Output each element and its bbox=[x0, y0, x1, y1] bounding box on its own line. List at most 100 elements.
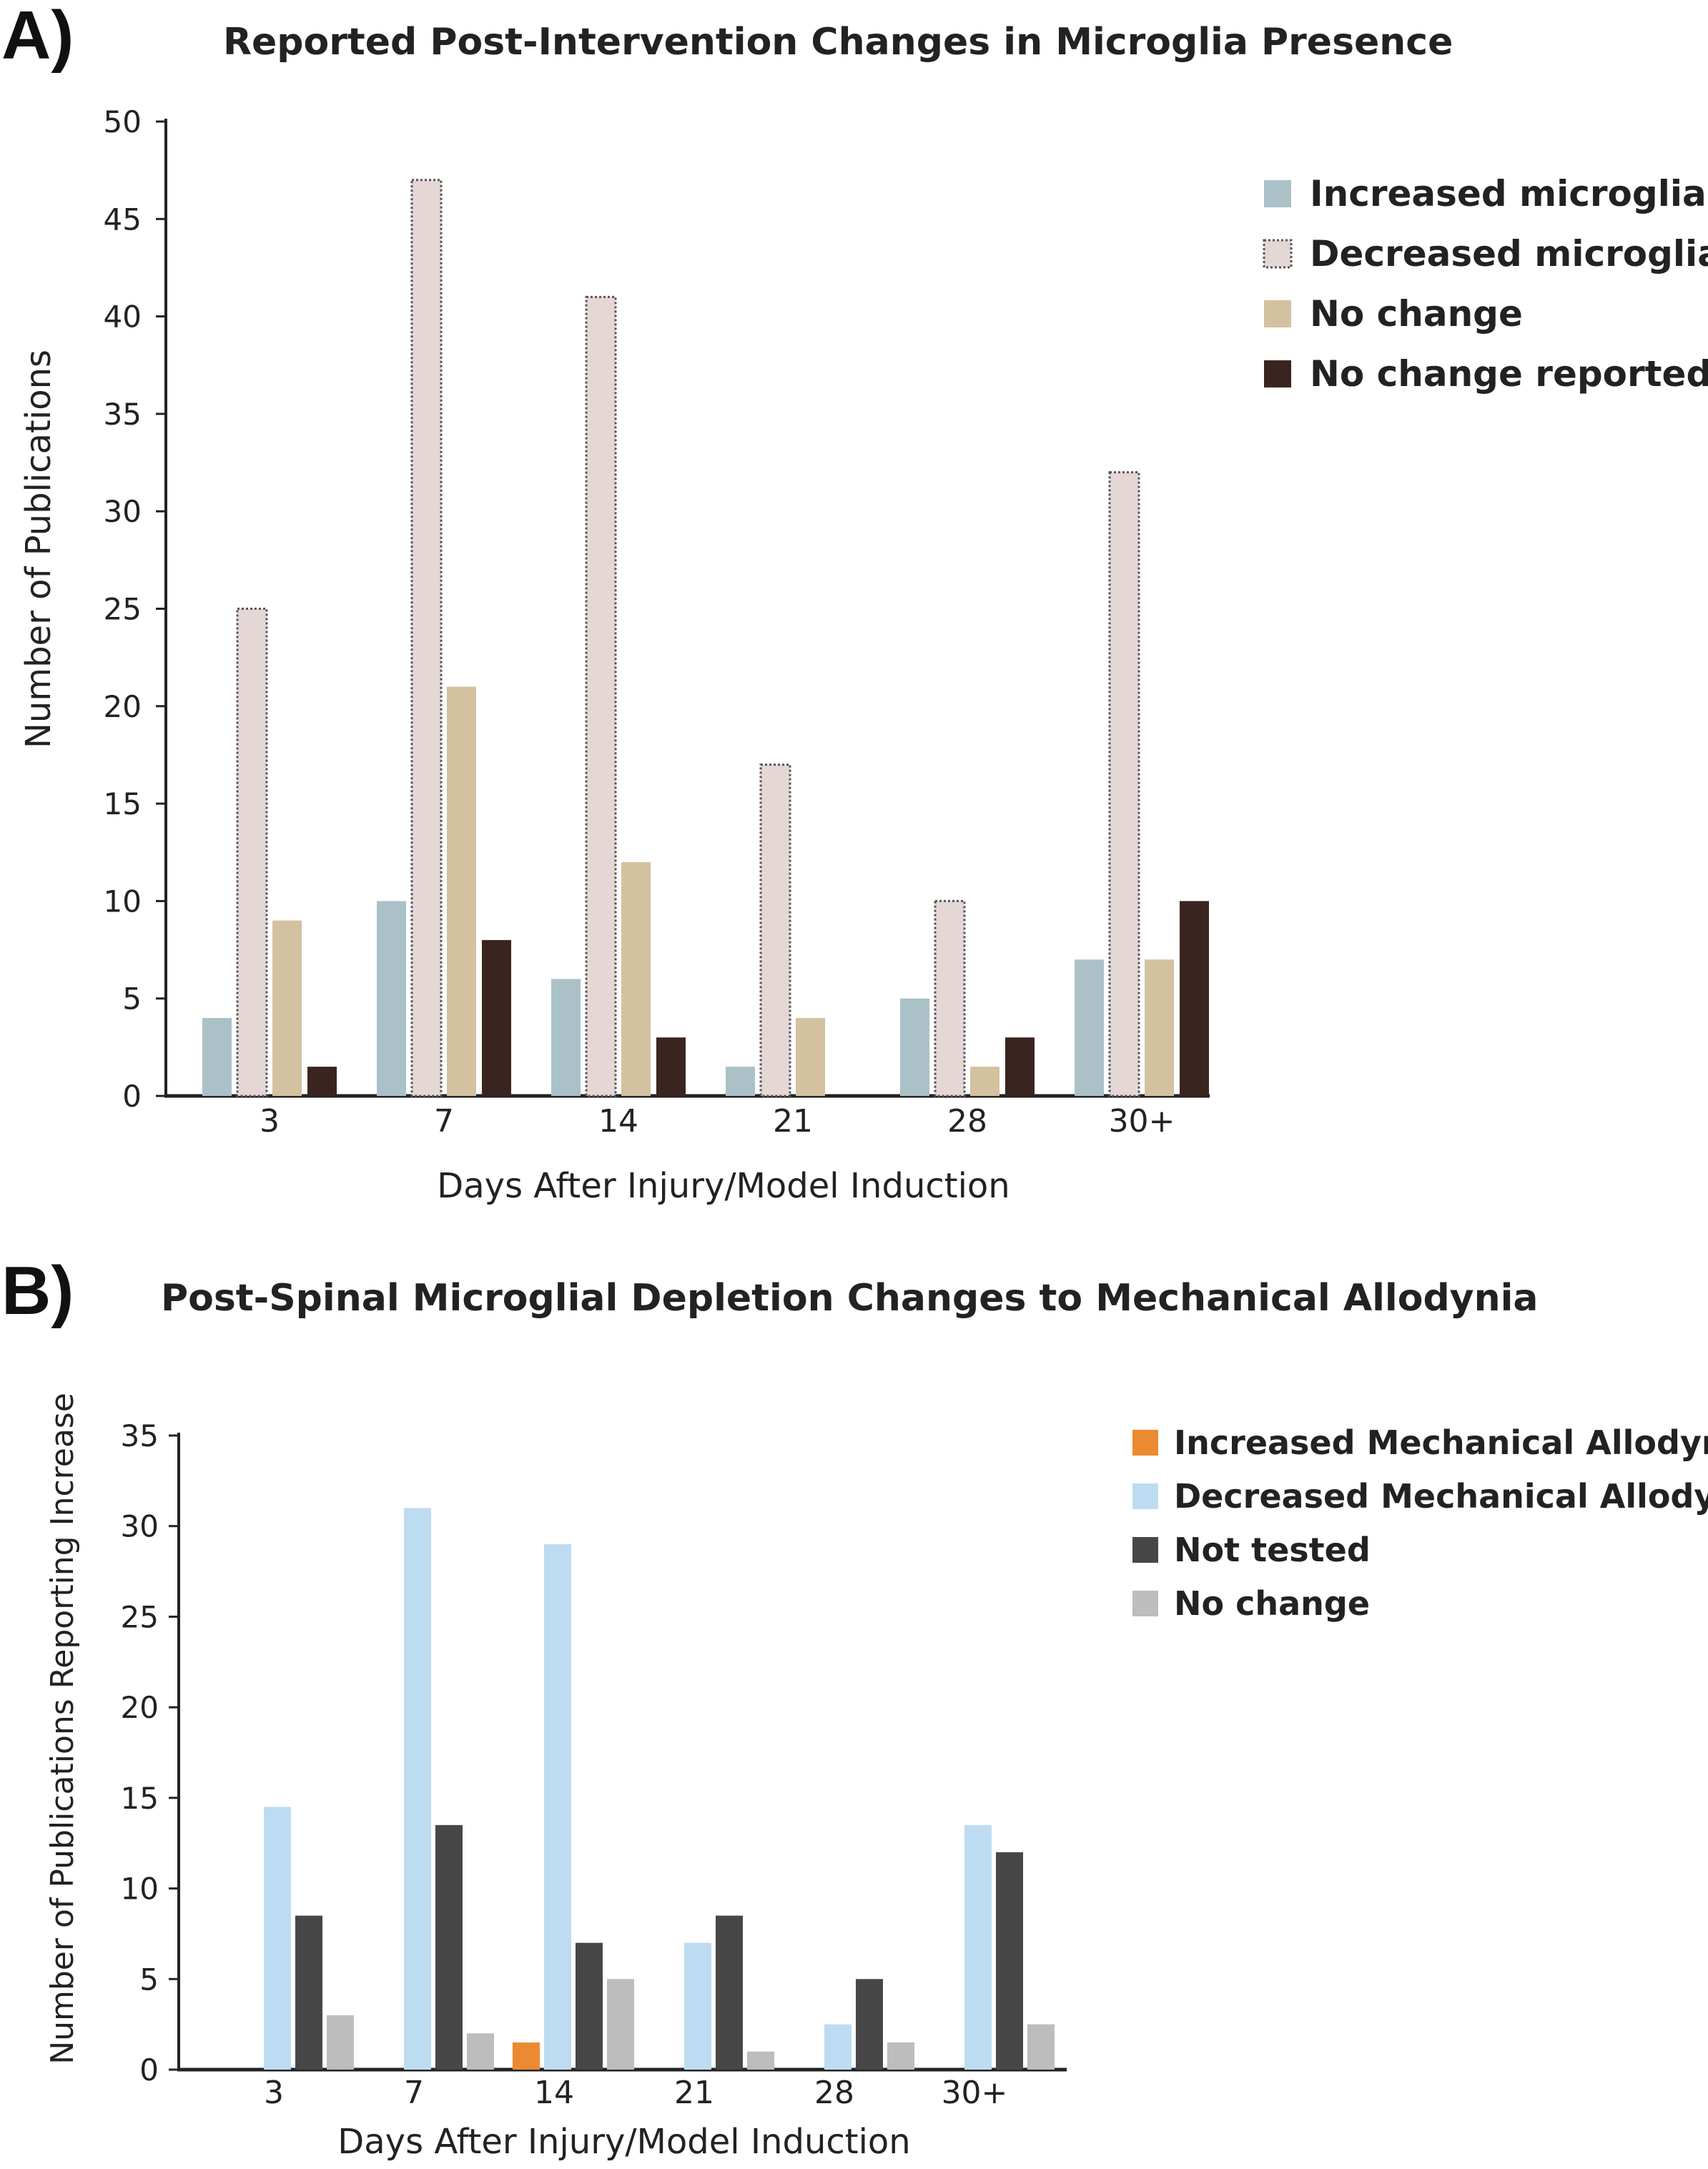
panel-b-bar-increased-mechanical-allodynia-14 bbox=[513, 2042, 540, 2070]
panel-b-bar-not-tested-14 bbox=[576, 1942, 603, 2070]
panel-b-y-tick-label-15: 15 bbox=[121, 1781, 159, 1816]
panel-a-y-tick-label-35: 35 bbox=[104, 397, 142, 432]
panel-a-legend-swatch-increased-microglia bbox=[1264, 180, 1291, 207]
panel-b-legend-swatch-decreased-mechanical-allodynia bbox=[1132, 1483, 1158, 1509]
panel-b-bar-not-tested-30plus bbox=[996, 1852, 1023, 2070]
panel-a-legend-label-increased-microglia: Increased microglia bbox=[1310, 173, 1707, 214]
panel-a-bar-no-change-3 bbox=[272, 920, 302, 1096]
panel-a-bar-no-change-30plus bbox=[1145, 959, 1174, 1096]
panel-a-x-tick-label-14: 14 bbox=[598, 1103, 638, 1140]
panel-b-y-tick-label-25: 25 bbox=[121, 1599, 159, 1634]
panel-a-bar-decreased-microglia-28 bbox=[934, 899, 966, 1097]
panel-a-x-tick-label-28: 28 bbox=[947, 1103, 987, 1140]
panel-a-bar-decreased-microglia-21 bbox=[759, 764, 791, 1097]
panel-a-letter: A) bbox=[1, 0, 74, 74]
panel-a-y-tick-label-20: 20 bbox=[104, 689, 142, 724]
panel-b-x-tick-label-28: 28 bbox=[814, 2075, 854, 2111]
panel-b-y-tick-label-10: 10 bbox=[121, 1872, 159, 1907]
panel-a-y-tick-label-10: 10 bbox=[104, 884, 142, 919]
panel-a-y-tick-label-5: 5 bbox=[122, 982, 142, 1017]
panel-a: A) Reported Post-Intervention Changes in… bbox=[1, 0, 1708, 1206]
panel-b-bar-no-change-28 bbox=[887, 2042, 914, 2070]
panel-b-y-tick-label-30: 30 bbox=[121, 1509, 159, 1544]
panel-a-legend-label-no-change-reported: No change reported bbox=[1310, 353, 1708, 395]
panel-a-bar-increased-microglia-14 bbox=[551, 979, 581, 1096]
panel-b-y-tick-label-5: 5 bbox=[139, 1962, 159, 1997]
panel-a-bar-decreased-microglia-7 bbox=[410, 179, 443, 1097]
panel-b-y-tick-label-0: 0 bbox=[139, 2052, 159, 2088]
panel-a-x-tick-label-7: 7 bbox=[434, 1103, 454, 1140]
panel-b-bar-decreased-mechanical-allodynia-30plus bbox=[964, 1824, 992, 2070]
panel-b-bar-decreased-mechanical-allodynia-21 bbox=[684, 1942, 711, 2070]
panel-a-x-axis-title: Days After Injury/Model Induction bbox=[437, 1166, 1010, 1206]
panel-b-x-tick-label-14: 14 bbox=[534, 2075, 574, 2111]
panel-a-bar-no-change-28 bbox=[970, 1067, 999, 1096]
panel-b-bar-no-change-3 bbox=[327, 2015, 354, 2070]
panel-b-axes: 0 5 10 15 20 25 30 35 3 7 14 21 28 30+ bbox=[121, 1418, 1067, 2111]
panel-a-x-tick-label-3: 3 bbox=[260, 1103, 280, 1140]
panel-a-bar-increased-microglia-30plus bbox=[1075, 959, 1104, 1096]
panel-b-y-axis-title: Number of Publications Reporting Increas… bbox=[44, 1393, 81, 2065]
panel-b-bar-no-change-7 bbox=[467, 2033, 494, 2070]
panel-a-bar-no-change-reported-14 bbox=[656, 1037, 686, 1096]
panel-b-y-tick-label-35: 35 bbox=[121, 1418, 159, 1453]
panel-b: B) Post-Spinal Microglial Depletion Chan… bbox=[1, 1253, 1708, 2162]
panel-b-legend-label-increased-mechanical-allodynia: Increased Mechanical Allodynia bbox=[1174, 1423, 1708, 1462]
panel-a-bar-decreased-microglia-3 bbox=[236, 608, 268, 1097]
panel-a-legend-label-decreased-microglia: Decreased microglia bbox=[1310, 233, 1708, 275]
panel-b-legend-label-decreased-mechanical-allodynia: Decreased Mechanical Allodynia bbox=[1174, 1477, 1708, 1516]
panel-b-legend-swatch-no-change bbox=[1132, 1591, 1158, 1616]
panel-b-x-tick-label-7: 7 bbox=[404, 2075, 424, 2111]
panel-a-legend-swatch-decreased-microglia bbox=[1263, 239, 1293, 269]
panel-b-legend-swatch-not-tested bbox=[1132, 1537, 1158, 1563]
panel-a-bar-no-change-21 bbox=[796, 1017, 825, 1096]
panel-a-y-tick-label-25: 25 bbox=[104, 592, 142, 627]
panel-a-legend-swatch-no-change-reported bbox=[1264, 360, 1291, 387]
panel-b-letter: B) bbox=[1, 1253, 74, 1329]
panel-a-bar-decreased-microglia-30plus bbox=[1108, 471, 1140, 1097]
panel-b-legend-label-not-tested: Not tested bbox=[1174, 1531, 1371, 1569]
panel-b-title: Post-Spinal Microglial Depletion Changes… bbox=[161, 1277, 1539, 1320]
panel-a-title: Reported Post-Intervention Changes in Mi… bbox=[223, 21, 1453, 64]
panel-b-bar-not-tested-3 bbox=[295, 1915, 322, 2070]
panel-a-legend: Increased microglia Decreased microglia No… bbox=[1263, 173, 1708, 395]
panel-a-bar-increased-microglia-3 bbox=[202, 1017, 232, 1096]
panel-a-y-tick-label-30: 30 bbox=[104, 494, 142, 529]
panel-b-bar-not-tested-28 bbox=[856, 1979, 883, 2070]
panel-a-bar-decreased-microglia-14 bbox=[585, 295, 617, 1097]
panel-b-x-tick-label-3: 3 bbox=[264, 2075, 284, 2111]
panel-a-bar-increased-microglia-7 bbox=[377, 901, 406, 1096]
panel-a-bar-no-change-reported-7 bbox=[482, 939, 511, 1096]
panel-a-bar-no-change-reported-30plus bbox=[1180, 901, 1209, 1096]
panel-a-y-tick-label-15: 15 bbox=[104, 786, 142, 821]
panel-b-x-tick-label-21: 21 bbox=[674, 2075, 714, 2111]
panel-b-y-tick-label-20: 20 bbox=[121, 1690, 159, 1725]
panel-a-y-tick-label-45: 45 bbox=[104, 202, 142, 237]
panel-b-bar-no-change-21 bbox=[747, 2051, 774, 2070]
panel-a-bar-no-change-7 bbox=[447, 686, 476, 1096]
panel-a-legend-label-no-change: No change bbox=[1310, 293, 1523, 335]
panel-b-bar-not-tested-21 bbox=[716, 1915, 743, 2070]
panel-a-y-tick-label-40: 40 bbox=[104, 300, 142, 335]
panel-a-y-tick-label-0: 0 bbox=[122, 1079, 142, 1114]
panel-b-bar-no-change-14 bbox=[607, 1979, 634, 2070]
panel-a-y-axis-title: Number of Publications bbox=[19, 350, 59, 748]
panel-b-bar-decreased-mechanical-allodynia-7 bbox=[404, 1508, 431, 2070]
panel-b-legend: Increased Mechanical Allodynia Decreased … bbox=[1132, 1423, 1708, 1623]
panel-b-legend-swatch-increased-mechanical-allodynia bbox=[1132, 1430, 1158, 1456]
panel-b-bar-not-tested-7 bbox=[435, 1824, 463, 2070]
panel-a-bar-increased-microglia-21 bbox=[726, 1067, 755, 1096]
panel-a-bar-no-change-reported-3 bbox=[307, 1067, 337, 1096]
panel-a-legend-swatch-no-change bbox=[1264, 300, 1291, 327]
panel-a-x-tick-label-21: 21 bbox=[773, 1103, 813, 1140]
panel-a-x-tick-label-30plus: 30+ bbox=[1109, 1103, 1175, 1140]
panel-a-bar-increased-microglia-28 bbox=[900, 998, 929, 1096]
panel-a-y-tick-label-50: 50 bbox=[104, 104, 142, 139]
panel-b-bars bbox=[264, 1508, 1055, 2070]
panel-a-axes: 0 5 10 15 20 25 30 35 40 45 50 3 7 14 21 28 30+ bbox=[104, 104, 1210, 1140]
panel-b-x-tick-label-30plus: 30+ bbox=[942, 2075, 1008, 2111]
panel-b-bar-no-change-30plus bbox=[1027, 2024, 1055, 2070]
panel-b-bar-decreased-mechanical-allodynia-14 bbox=[544, 1544, 571, 2070]
panel-b-x-axis-title: Days After Injury/Model Induction bbox=[337, 2122, 910, 2162]
